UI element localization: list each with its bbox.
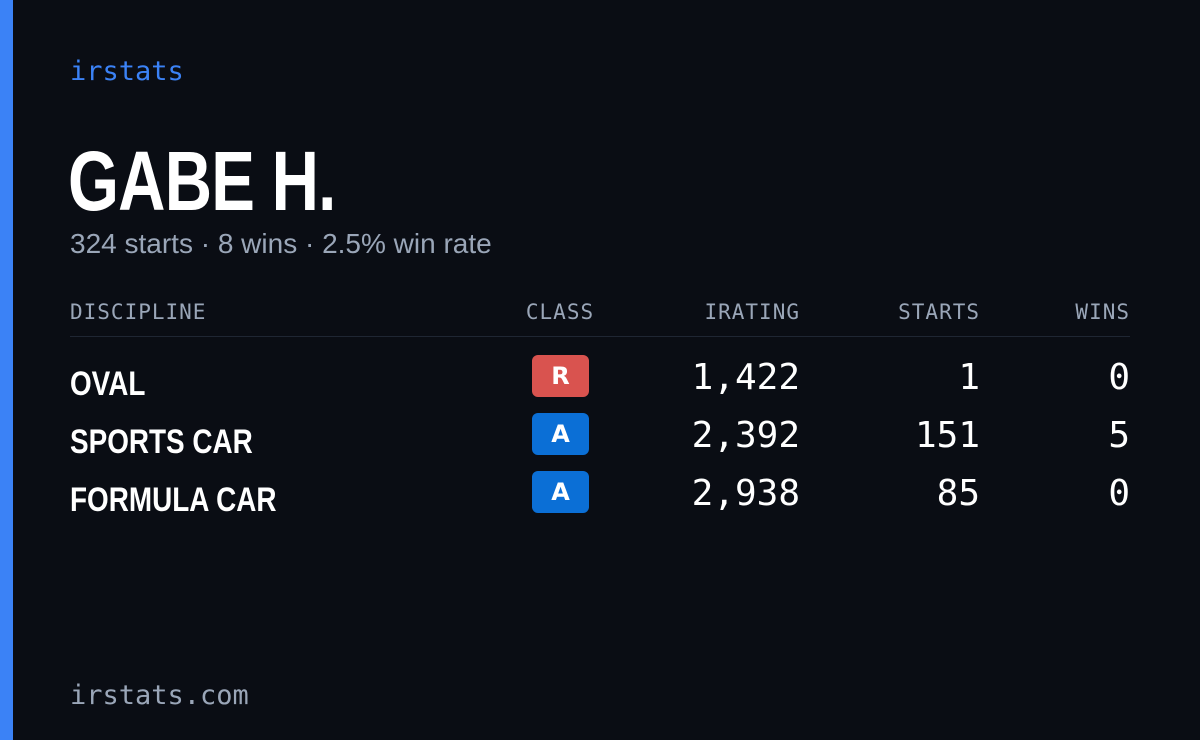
irating-value: 2,392 xyxy=(691,415,800,456)
footer-url: irstats.com xyxy=(70,680,249,711)
table-header: DISCIPLINE CLASS IRATING STARTS WINS xyxy=(70,296,1130,337)
starts-value: 151 xyxy=(914,415,980,456)
wins-value: 5 xyxy=(1108,415,1130,456)
table-row: OVAL R 1,422 1 0 xyxy=(70,353,1130,411)
class-badge: A xyxy=(532,471,589,513)
irating-value: 2,938 xyxy=(691,473,800,514)
discipline-name: FORMULA CAR xyxy=(70,481,277,519)
wins-value: 0 xyxy=(1108,357,1130,398)
class-badge: A xyxy=(532,413,589,455)
starts-value: 1 xyxy=(958,357,980,398)
player-summary: 324 starts · 8 wins · 2.5% win rate xyxy=(70,228,492,259)
brand-logo: irstats xyxy=(70,56,184,87)
table-body: OVAL R 1,422 1 0 SPORTS CAR A 2,392 151 … xyxy=(70,353,1130,527)
table-row: SPORTS CAR A 2,392 151 5 xyxy=(70,411,1130,469)
table-row: FORMULA CAR A 2,938 85 0 xyxy=(70,469,1130,527)
discipline-table: DISCIPLINE CLASS IRATING STARTS WINS OVA… xyxy=(70,296,1130,527)
accent-bar xyxy=(0,0,13,740)
starts-value: 85 xyxy=(936,473,980,514)
discipline-name: OVAL xyxy=(70,365,146,403)
header-class: CLASS xyxy=(525,300,595,324)
player-name: GABE H. xyxy=(68,134,336,228)
header-starts: STARTS xyxy=(898,300,980,324)
header-wins: WINS xyxy=(1075,300,1130,324)
irating-value: 1,422 xyxy=(691,357,800,398)
header-irating: IRATING xyxy=(704,300,800,324)
wins-value: 0 xyxy=(1108,473,1130,514)
header-discipline: DISCIPLINE xyxy=(70,300,207,324)
class-badge: R xyxy=(532,355,589,397)
discipline-name: SPORTS CAR xyxy=(70,423,253,461)
